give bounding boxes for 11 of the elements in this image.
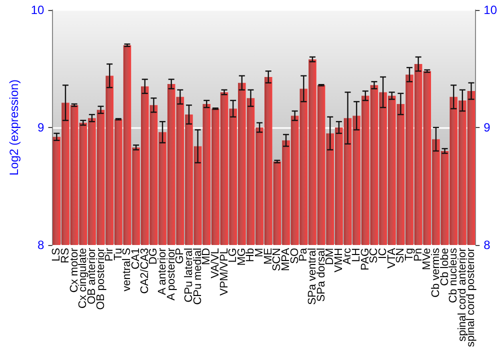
y2-tick-label: 9 [484,120,491,134]
y-tick-label: 9 [38,120,45,134]
y-tick-label: 8 [38,238,45,252]
y-axis-title: Log2 (expression) [7,79,21,176]
x-tick-label: A posterior [165,248,178,301]
y-tick-label: 10 [30,3,45,17]
x-tick-label: spinal cord posterior [465,248,478,348]
x-tick-label: RS [59,248,72,264]
x-tick-label: Tg [403,248,416,261]
y2-tick-label: 10 [484,3,498,17]
y2-tick-label: 8 [484,238,491,252]
